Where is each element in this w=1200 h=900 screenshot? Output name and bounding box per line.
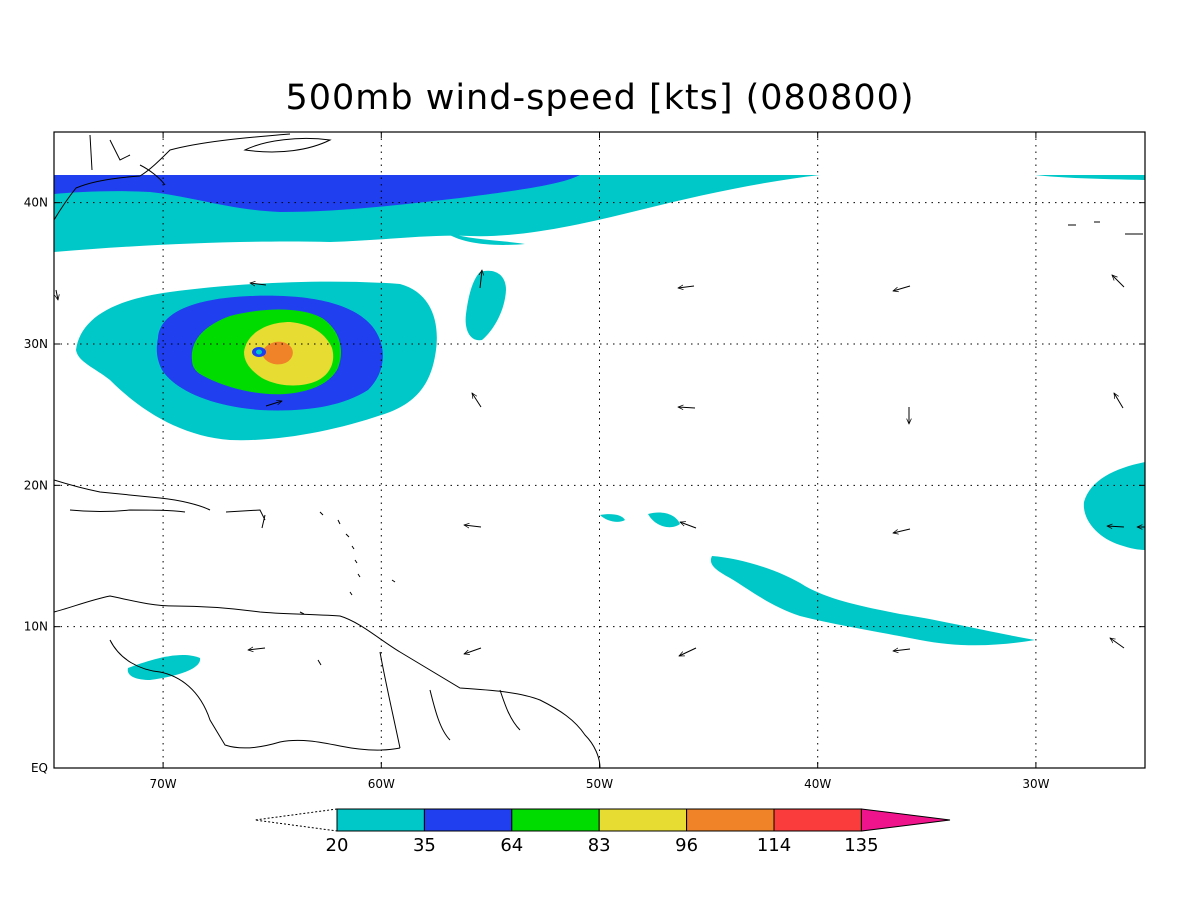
colorbar-level-label: 135 <box>844 835 878 856</box>
north-america-coast <box>54 133 291 221</box>
map-title: 500mb wind-speed [kts] (080800) <box>285 78 915 118</box>
far-east-islands <box>1068 221 1143 235</box>
wind-arrow <box>265 401 282 407</box>
wind-arrows <box>56 270 1145 657</box>
colorbar-swatch <box>598 808 688 832</box>
cyan-patch-south <box>127 655 201 680</box>
wind-arrow <box>1107 526 1125 527</box>
colorbar-level-label: 114 <box>757 835 791 856</box>
shaded-wind-field <box>54 175 1145 680</box>
colorbar-low-arrow <box>254 808 338 832</box>
lon-tick-label: 30W <box>1022 777 1049 791</box>
colorbar-level-label: 20 <box>326 835 349 856</box>
colorbar-swatch <box>511 808 600 832</box>
wind-arrow <box>1110 638 1125 649</box>
jet-cyan-east <box>1035 175 1145 180</box>
cyan-patch-central <box>465 270 506 341</box>
wind-arrow <box>678 286 695 288</box>
colorbar-swatch <box>336 808 425 832</box>
colorbar-swatch <box>423 808 513 832</box>
nova-scotia-coast <box>243 138 332 153</box>
colorbar-high-arrow <box>860 808 951 832</box>
tropical-cyan-band <box>600 512 1035 646</box>
lon-tick-label: 50W <box>586 777 613 791</box>
cyan-patch-east <box>1083 462 1145 550</box>
jet-cyan-patch <box>445 232 525 245</box>
wind-arrow <box>893 528 911 533</box>
venezuela-coast <box>54 595 601 768</box>
colorbar-level-label: 64 <box>500 835 523 856</box>
wind-arrow <box>1112 275 1125 288</box>
lat-tick-label: 10N <box>24 620 48 634</box>
hurricane-ring-96 <box>262 341 293 365</box>
lon-tick-label: 40W <box>804 777 831 791</box>
wind-arrow <box>679 647 697 657</box>
coastlines <box>54 133 1143 768</box>
wind-arrow <box>893 649 911 651</box>
wind-arrow <box>248 648 266 650</box>
lat-tick-label: 30N <box>24 337 48 351</box>
wind-arrow <box>480 270 482 289</box>
axis-ticks: 70W 60W 50W 40W 30W 40N 30N 20N 10N EQ <box>24 132 1145 791</box>
colorbar-level-label: 96 <box>675 835 698 856</box>
wind-arrow <box>680 522 697 529</box>
wind-arrow <box>678 407 696 408</box>
south-america-border <box>109 639 521 751</box>
wind-arrow <box>464 647 482 654</box>
lon-tick-label: 60W <box>368 777 395 791</box>
colorbar: 20 35 64 83 96 114 135 <box>254 808 951 856</box>
hurricane-eye <box>256 349 262 355</box>
colorbar-swatch <box>773 808 862 832</box>
colorbar-level-label: 83 <box>588 835 611 856</box>
antilles-coast <box>54 479 266 529</box>
wind-arrow <box>472 393 482 408</box>
wind-arrow <box>464 525 482 527</box>
new-england-coast <box>89 134 166 186</box>
lon-tick-label: 70W <box>150 777 177 791</box>
lat-tick-label: 20N <box>24 478 48 492</box>
colorbar-level-label: 35 <box>413 835 436 856</box>
lat-tick-label: EQ <box>31 761 48 775</box>
island-chain <box>299 511 396 666</box>
wind-arrow <box>1114 393 1124 409</box>
lat-tick-label: 40N <box>24 196 48 210</box>
wind-arrow <box>250 283 267 285</box>
colorbar-swatch <box>686 808 775 832</box>
wind-arrow <box>56 289 58 300</box>
jet-blue-core <box>54 175 580 212</box>
wind-arrow <box>893 285 911 291</box>
